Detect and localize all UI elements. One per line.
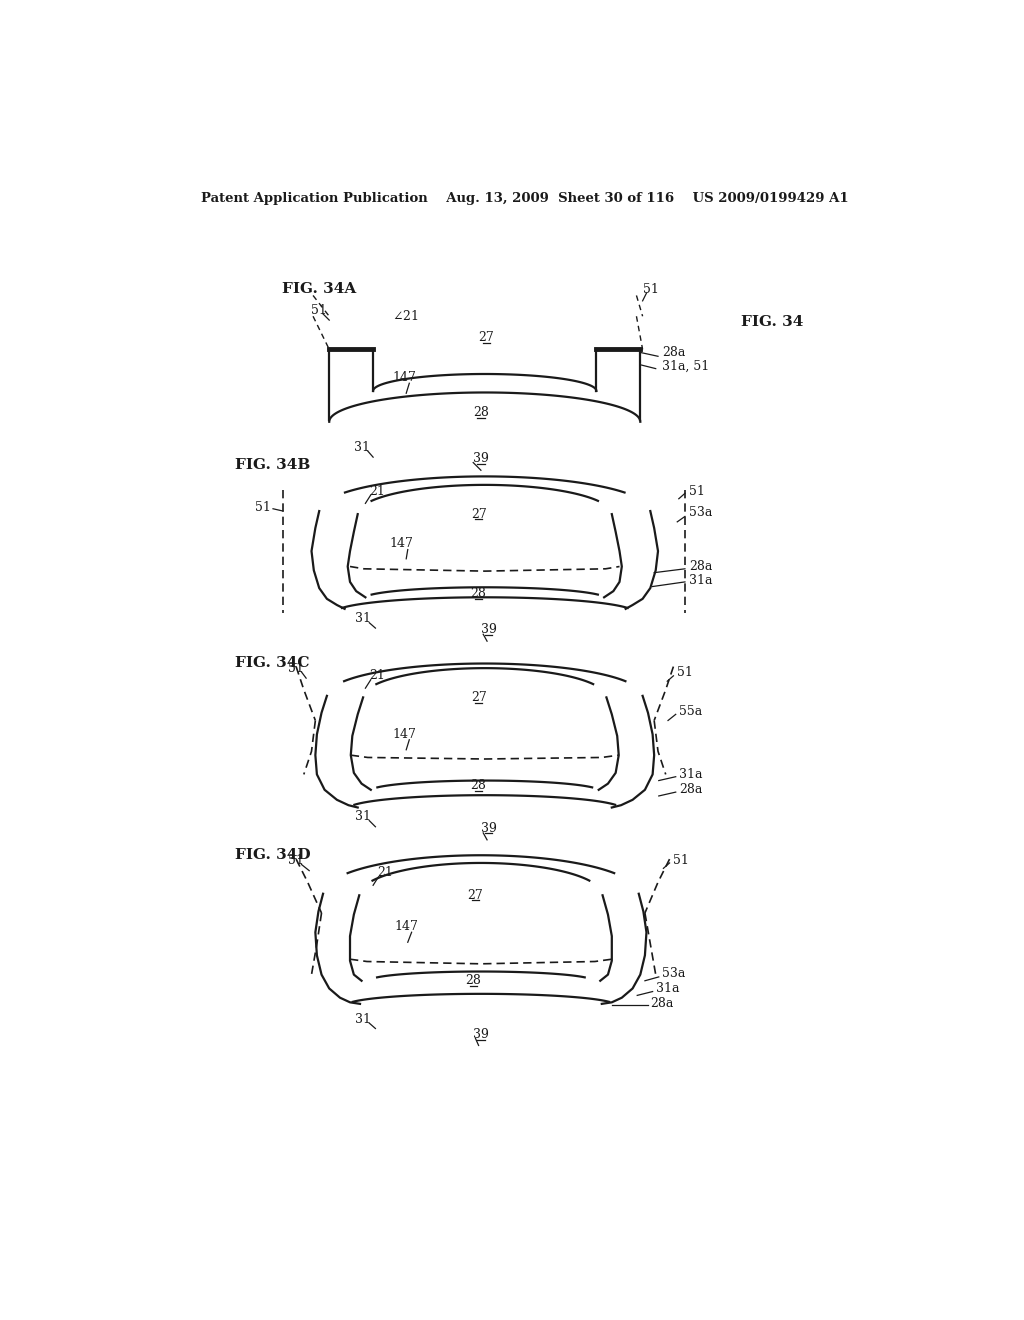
- Text: FIG. 34D: FIG. 34D: [234, 849, 310, 862]
- Text: 27: 27: [478, 331, 495, 345]
- Text: 39: 39: [473, 453, 488, 465]
- Text: 28: 28: [465, 974, 481, 987]
- Text: $\mathregular{\angle}$21: $\mathregular{\angle}$21: [392, 309, 419, 323]
- Text: 31: 31: [355, 612, 371, 626]
- Text: 53a: 53a: [662, 966, 685, 979]
- Text: 147: 147: [392, 371, 416, 384]
- Text: 53a: 53a: [689, 506, 712, 519]
- Text: 51: 51: [288, 661, 304, 675]
- Text: 28: 28: [471, 779, 486, 792]
- Text: 27: 27: [471, 690, 486, 704]
- Text: 31a: 31a: [655, 982, 679, 995]
- Text: 28: 28: [473, 407, 488, 418]
- Text: 21: 21: [369, 669, 385, 682]
- Text: 21: 21: [369, 484, 385, 498]
- Text: 51: 51: [674, 854, 689, 867]
- Text: 31a: 31a: [689, 574, 713, 587]
- Text: 51: 51: [689, 484, 705, 498]
- Text: 28a: 28a: [650, 998, 674, 1010]
- Text: FIG. 34B: FIG. 34B: [234, 458, 310, 471]
- Text: 39: 39: [473, 1028, 488, 1041]
- Text: FIG. 34A: FIG. 34A: [283, 282, 356, 296]
- Text: 51: 51: [311, 305, 327, 317]
- Text: Patent Application Publication    Aug. 13, 2009  Sheet 30 of 116    US 2009/0199: Patent Application Publication Aug. 13, …: [201, 191, 849, 205]
- Text: 27: 27: [471, 508, 486, 520]
- Text: FIG. 34: FIG. 34: [741, 315, 804, 330]
- Text: 147: 147: [392, 727, 416, 741]
- Text: 28: 28: [471, 587, 486, 601]
- Text: 31: 31: [353, 441, 370, 454]
- Text: 28a: 28a: [662, 346, 685, 359]
- Text: 55a: 55a: [679, 705, 702, 718]
- Text: 31a, 51: 31a, 51: [662, 360, 709, 372]
- Text: FIG. 34C: FIG. 34C: [234, 656, 309, 669]
- Text: 147: 147: [390, 537, 414, 550]
- Text: 147: 147: [394, 920, 418, 933]
- Text: 51: 51: [255, 500, 270, 513]
- Text: 51: 51: [677, 667, 693, 680]
- Text: 39: 39: [480, 623, 497, 636]
- Text: 28a: 28a: [679, 783, 702, 796]
- Text: 51: 51: [643, 282, 659, 296]
- Text: 31: 31: [355, 1012, 371, 1026]
- Text: 31a: 31a: [679, 768, 702, 781]
- Text: 27: 27: [468, 888, 483, 902]
- Text: 21: 21: [377, 866, 392, 879]
- Text: 28a: 28a: [689, 560, 712, 573]
- Text: 31: 31: [355, 810, 371, 824]
- Text: 39: 39: [480, 822, 497, 834]
- Text: 51: 51: [288, 854, 304, 867]
